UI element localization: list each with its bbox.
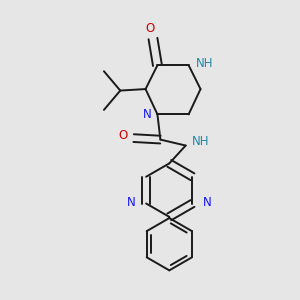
Text: O: O xyxy=(118,129,128,142)
Text: O: O xyxy=(146,22,154,34)
Text: N: N xyxy=(143,108,152,122)
Text: NH: NH xyxy=(196,57,214,70)
Text: N: N xyxy=(203,196,212,208)
Text: N: N xyxy=(127,196,136,208)
Text: NH: NH xyxy=(192,135,209,148)
